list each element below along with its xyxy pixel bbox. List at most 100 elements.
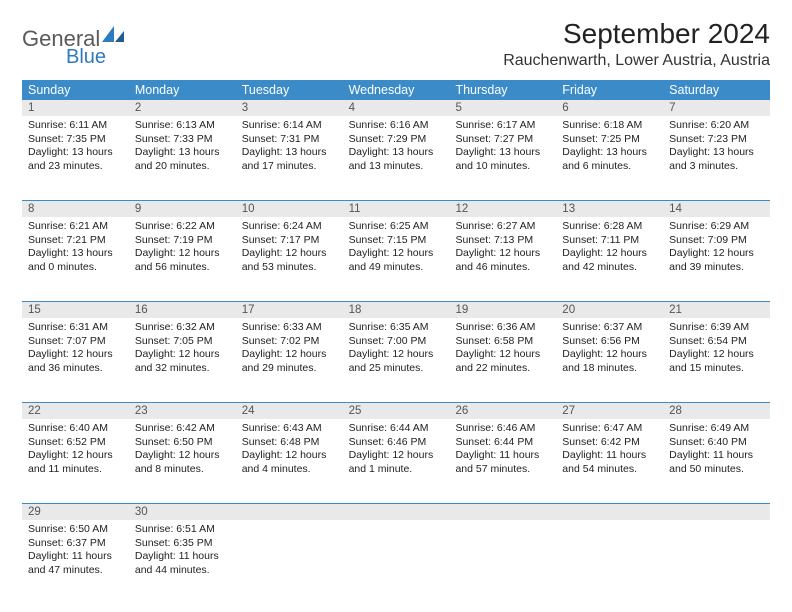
day-number: 1 [22,100,129,116]
day-cell: Sunrise: 6:11 AMSunset: 7:35 PMDaylight:… [22,116,129,200]
sunset-text: Sunset: 6:48 PM [242,436,337,450]
sunset-text: Sunset: 7:31 PM [242,133,337,147]
day-header: Friday [556,80,663,100]
day-cell: Sunrise: 6:31 AMSunset: 7:07 PMDaylight:… [22,318,129,402]
sunset-text: Sunset: 6:46 PM [349,436,444,450]
sunset-text: Sunset: 6:58 PM [455,335,550,349]
daylight-text: Daylight: 11 hours and 50 minutes. [669,449,764,476]
sunset-text: Sunset: 7:05 PM [135,335,230,349]
logo: General Blue [22,26,124,69]
day-cell: Sunrise: 6:50 AMSunset: 6:37 PMDaylight:… [22,520,129,604]
day-cell: Sunrise: 6:13 AMSunset: 7:33 PMDaylight:… [129,116,236,200]
daylight-text: Daylight: 12 hours and 18 minutes. [562,348,657,375]
daylight-text: Daylight: 12 hours and 42 minutes. [562,247,657,274]
sunset-text: Sunset: 7:23 PM [669,133,764,147]
daylight-text: Daylight: 12 hours and 53 minutes. [242,247,337,274]
sunrise-text: Sunrise: 6:21 AM [28,220,123,234]
sunrise-text: Sunrise: 6:37 AM [562,321,657,335]
calendar: SundayMondayTuesdayWednesdayThursdayFrid… [22,80,770,604]
week-row: Sunrise: 6:50 AMSunset: 6:37 PMDaylight:… [22,520,770,604]
sunset-text: Sunset: 7:02 PM [242,335,337,349]
day-cell: Sunrise: 6:28 AMSunset: 7:11 PMDaylight:… [556,217,663,301]
sunrise-text: Sunrise: 6:16 AM [349,119,444,133]
sunset-text: Sunset: 7:09 PM [669,234,764,248]
sunset-text: Sunset: 6:35 PM [135,537,230,551]
sunset-text: Sunset: 6:52 PM [28,436,123,450]
day-number: 24 [236,403,343,419]
sunrise-text: Sunrise: 6:40 AM [28,422,123,436]
day-number: 22 [22,403,129,419]
sunset-text: Sunset: 7:21 PM [28,234,123,248]
week-row: Sunrise: 6:11 AMSunset: 7:35 PMDaylight:… [22,116,770,201]
daylight-text: Daylight: 11 hours and 47 minutes. [28,550,123,577]
daylight-text: Daylight: 12 hours and 56 minutes. [135,247,230,274]
day-cell [343,520,450,604]
day-number: 8 [22,201,129,217]
daylight-text: Daylight: 13 hours and 0 minutes. [28,247,123,274]
day-number: 15 [22,302,129,318]
header: General Blue September 2024 Rauchenwarth… [22,18,770,70]
day-number: 27 [556,403,663,419]
daynum-row: 2930 [22,504,770,520]
day-number: 3 [236,100,343,116]
day-number: 13 [556,201,663,217]
day-number [449,504,556,520]
day-number: 26 [449,403,556,419]
day-cell: Sunrise: 6:33 AMSunset: 7:02 PMDaylight:… [236,318,343,402]
weeks-container: 1234567Sunrise: 6:11 AMSunset: 7:35 PMDa… [22,100,770,604]
day-header: Wednesday [343,80,450,100]
day-cell: Sunrise: 6:49 AMSunset: 6:40 PMDaylight:… [663,419,770,503]
sunrise-text: Sunrise: 6:42 AM [135,422,230,436]
day-header: Thursday [449,80,556,100]
day-number [663,504,770,520]
day-cell: Sunrise: 6:21 AMSunset: 7:21 PMDaylight:… [22,217,129,301]
sunrise-text: Sunrise: 6:18 AM [562,119,657,133]
day-header: Monday [129,80,236,100]
sunset-text: Sunset: 7:27 PM [455,133,550,147]
day-cell: Sunrise: 6:22 AMSunset: 7:19 PMDaylight:… [129,217,236,301]
day-cell: Sunrise: 6:35 AMSunset: 7:00 PMDaylight:… [343,318,450,402]
sunset-text: Sunset: 6:40 PM [669,436,764,450]
sunrise-text: Sunrise: 6:27 AM [455,220,550,234]
sunrise-text: Sunrise: 6:51 AM [135,523,230,537]
daylight-text: Daylight: 13 hours and 10 minutes. [455,146,550,173]
sunset-text: Sunset: 6:54 PM [669,335,764,349]
day-cell: Sunrise: 6:47 AMSunset: 6:42 PMDaylight:… [556,419,663,503]
day-cell: Sunrise: 6:40 AMSunset: 6:52 PMDaylight:… [22,419,129,503]
day-header-row: SundayMondayTuesdayWednesdayThursdayFrid… [22,80,770,100]
sunset-text: Sunset: 6:44 PM [455,436,550,450]
sunrise-text: Sunrise: 6:39 AM [669,321,764,335]
day-number: 10 [236,201,343,217]
sunset-text: Sunset: 7:19 PM [135,234,230,248]
day-number: 6 [556,100,663,116]
sunrise-text: Sunrise: 6:24 AM [242,220,337,234]
day-cell: Sunrise: 6:42 AMSunset: 6:50 PMDaylight:… [129,419,236,503]
day-number: 28 [663,403,770,419]
daylight-text: Daylight: 13 hours and 13 minutes. [349,146,444,173]
day-number: 5 [449,100,556,116]
daynum-row: 1234567 [22,100,770,116]
day-number: 25 [343,403,450,419]
sunset-text: Sunset: 7:00 PM [349,335,444,349]
day-number: 23 [129,403,236,419]
daynum-row: 15161718192021 [22,302,770,318]
day-cell: Sunrise: 6:16 AMSunset: 7:29 PMDaylight:… [343,116,450,200]
day-cell: Sunrise: 6:39 AMSunset: 6:54 PMDaylight:… [663,318,770,402]
sunrise-text: Sunrise: 6:20 AM [669,119,764,133]
day-cell [663,520,770,604]
day-number: 29 [22,504,129,520]
day-number [556,504,663,520]
sunset-text: Sunset: 7:17 PM [242,234,337,248]
sunrise-text: Sunrise: 6:14 AM [242,119,337,133]
daylight-text: Daylight: 13 hours and 23 minutes. [28,146,123,173]
title-block: September 2024 Rauchenwarth, Lower Austr… [503,18,770,70]
sunrise-text: Sunrise: 6:11 AM [28,119,123,133]
sunrise-text: Sunrise: 6:13 AM [135,119,230,133]
sunset-text: Sunset: 7:11 PM [562,234,657,248]
daylight-text: Daylight: 13 hours and 3 minutes. [669,146,764,173]
day-cell: Sunrise: 6:24 AMSunset: 7:17 PMDaylight:… [236,217,343,301]
daylight-text: Daylight: 12 hours and 32 minutes. [135,348,230,375]
day-number: 4 [343,100,450,116]
day-cell: Sunrise: 6:29 AMSunset: 7:09 PMDaylight:… [663,217,770,301]
day-cell: Sunrise: 6:51 AMSunset: 6:35 PMDaylight:… [129,520,236,604]
